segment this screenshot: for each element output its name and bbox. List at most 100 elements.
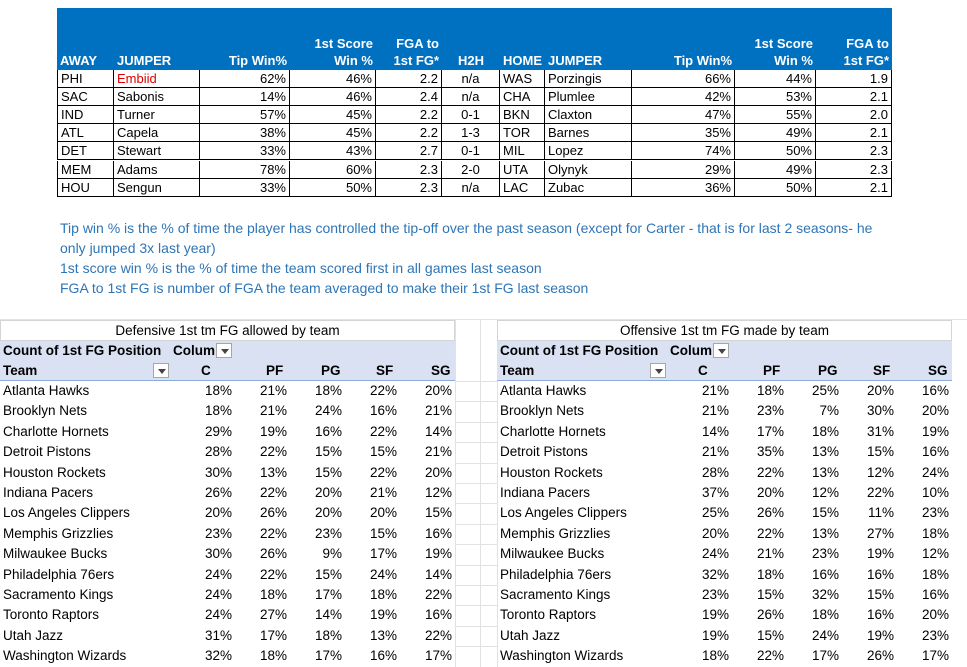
table-cell: Barnes (545, 124, 632, 143)
pivot-column-label: Colum (670, 343, 712, 358)
table-cell: 1-3 (442, 124, 500, 143)
pivot-value: 20% (424, 464, 452, 480)
grid-line (480, 320, 481, 667)
pivot-column-header: PG (321, 363, 341, 378)
grid-line (455, 503, 497, 505)
column-header: HOME (500, 8, 545, 70)
table-cell: 2.1 (816, 124, 892, 143)
pivot-value: 15% (756, 587, 784, 602)
pivot-value: 23% (811, 546, 839, 562)
pivot-value: 22% (259, 485, 287, 500)
table-cell: 78% (200, 160, 290, 179)
table-cell: SAC (57, 88, 114, 107)
pivot-value: 21% (369, 485, 397, 500)
pivot-value: 32% (811, 587, 839, 602)
pivot-value: 35% (756, 444, 784, 460)
column-filter-button[interactable] (216, 343, 232, 358)
pivot-value: 24% (811, 627, 839, 643)
pivot-value: 18% (701, 648, 729, 664)
pivot-value: 18% (811, 423, 839, 439)
pivot-value: 18% (314, 627, 342, 643)
pivot-column-header: PG (818, 363, 838, 378)
pivot-value: 14% (424, 566, 452, 582)
pivot-value: 14% (314, 607, 342, 623)
pivot-column-header: PF (266, 363, 284, 378)
row-filter-button[interactable] (153, 363, 169, 378)
pivot-value: 26% (756, 505, 784, 521)
pivot-value: 21% (424, 403, 452, 419)
pivot-value: 23% (921, 505, 949, 521)
pivot-value: 15% (314, 464, 342, 480)
team-name: Indiana Pacers (3, 485, 94, 500)
table-cell: 43% (290, 142, 376, 161)
team-name: Charlotte Hornets (500, 423, 606, 439)
note: 1st score win % is the % of time the tea… (60, 260, 542, 276)
table-cell: 46% (290, 70, 376, 89)
pivot-column-header: C (698, 363, 708, 378)
pivot-value: 19% (424, 546, 452, 562)
table-cell: Porzingis (545, 70, 632, 89)
pivot-value: 32% (204, 648, 232, 664)
table-cell: 35% (632, 124, 735, 143)
pivot-value: 24% (204, 587, 232, 602)
table-cell: Lopez (545, 142, 632, 161)
grid-line (455, 442, 497, 444)
pivot-value: 37% (701, 485, 729, 500)
table-cell: LAC (500, 178, 545, 197)
pivot-value: 27% (866, 525, 894, 541)
pivot-value: 28% (701, 464, 729, 480)
grid-line (455, 381, 497, 382)
pivot-value: 23% (701, 587, 729, 602)
pivot-value: 18% (756, 383, 784, 398)
pivot-value: 17% (756, 423, 784, 439)
pivot-value: 18% (921, 566, 949, 582)
pivot-value: 20% (921, 607, 949, 623)
table-cell: 2.1 (816, 178, 892, 197)
pivot-value: 21% (701, 383, 729, 398)
pivot-value: 12% (811, 485, 839, 500)
pivot-value: 16% (424, 525, 452, 541)
table-cell: 0-1 (442, 142, 500, 161)
pivot-value: 17% (314, 648, 342, 664)
grid-line (455, 564, 497, 566)
team-name: Milwaukee Bucks (3, 546, 108, 562)
pivot-filter-label: Count of 1st FG Position (3, 343, 162, 358)
pivot-value: 19% (921, 423, 949, 439)
table-cell: 2.3 (376, 178, 442, 197)
column-header: 1st Score Win % (735, 8, 816, 70)
table-cell: Stewart (114, 142, 200, 161)
table-cell: DET (57, 142, 114, 161)
pivot-value: 19% (259, 423, 287, 439)
column-filter-button[interactable] (713, 343, 729, 358)
pivot-value: 17% (811, 648, 839, 664)
pivot-value: 18% (921, 525, 949, 541)
pivot-title: Defensive 1st tm FG allowed by team (0, 320, 455, 341)
grid-line (455, 483, 497, 484)
table-cell: Sabonis (114, 88, 200, 107)
pivot-value: 19% (866, 546, 894, 562)
pivot-value: 22% (369, 464, 397, 480)
table-cell: 38% (200, 124, 290, 143)
table-cell: HOU (57, 178, 114, 197)
pivot-column-header: C (201, 363, 211, 378)
table-cell: MIL (500, 142, 545, 161)
table-cell: 66% (632, 70, 735, 89)
pivot-column-header: PF (763, 363, 781, 378)
table-cell: n/a (442, 70, 500, 89)
column-header: JUMPER (545, 8, 632, 70)
table-cell: 2.0 (816, 106, 892, 125)
pivot-value: 24% (314, 403, 342, 419)
pivot-value: 22% (756, 648, 784, 664)
table-cell: 2.2 (376, 106, 442, 125)
pivot-value: 21% (701, 444, 729, 460)
pivot-value: 29% (204, 423, 232, 439)
team-name: Milwaukee Bucks (500, 546, 605, 562)
table-cell: n/a (442, 88, 500, 107)
pivot-value: 11% (867, 505, 894, 521)
pivot-value: 10% (921, 485, 949, 500)
table-cell: 0-1 (442, 106, 500, 125)
table-cell: 2.4 (376, 88, 442, 107)
pivot-value: 12% (424, 485, 452, 500)
row-filter-button[interactable] (650, 363, 666, 378)
